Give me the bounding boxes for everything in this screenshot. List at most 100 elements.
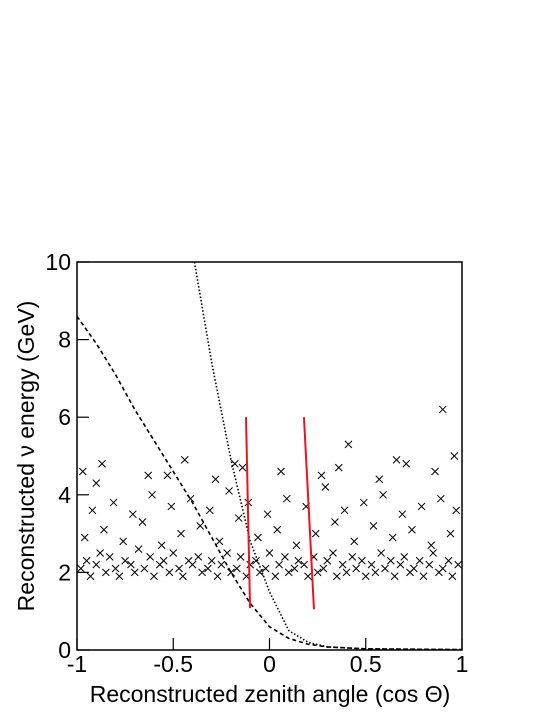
point	[294, 556, 303, 565]
point	[375, 475, 384, 484]
x-tick-label: 0	[263, 651, 276, 677]
point	[350, 537, 359, 546]
point	[361, 572, 370, 581]
point	[134, 545, 143, 553]
point	[254, 533, 262, 542]
point	[138, 518, 147, 526]
point	[165, 568, 174, 577]
point	[388, 533, 397, 542]
point	[313, 568, 322, 577]
point	[86, 572, 95, 581]
point	[80, 533, 89, 542]
point	[246, 560, 255, 569]
point	[92, 479, 101, 488]
point	[111, 564, 120, 573]
point	[358, 556, 366, 565]
point	[425, 560, 434, 569]
point	[188, 560, 197, 569]
point	[207, 556, 216, 565]
point	[144, 471, 153, 480]
point	[317, 471, 326, 480]
point	[127, 560, 135, 569]
point	[448, 572, 457, 581]
y-tick-label: 8	[58, 327, 71, 353]
point	[371, 568, 380, 577]
point	[179, 572, 187, 581]
point	[284, 568, 293, 577]
point	[290, 564, 299, 573]
point	[277, 467, 285, 476]
point	[217, 560, 226, 569]
x-tick-label: -0.5	[153, 651, 193, 677]
x-axis-label: Reconstructed zenith angle (cos Θ)	[90, 681, 451, 707]
point	[130, 568, 139, 577]
x-tick-label: 0.5	[350, 651, 382, 677]
point	[338, 560, 347, 569]
y-tick-label: 0	[58, 637, 71, 663]
point	[121, 556, 129, 565]
point	[396, 560, 405, 569]
point	[398, 510, 407, 519]
point	[82, 556, 91, 565]
x-tick-label: -1	[67, 651, 87, 677]
point	[159, 556, 168, 565]
y-tick-label: 2	[58, 559, 71, 585]
point	[265, 549, 274, 557]
point	[180, 456, 189, 464]
point	[234, 514, 243, 522]
point	[150, 572, 158, 581]
point	[377, 549, 386, 557]
point	[431, 467, 439, 476]
y-tick-label: 4	[58, 482, 71, 508]
curve	[76, 315, 463, 651]
point	[419, 572, 428, 581]
point	[331, 518, 339, 526]
cut-line	[302, 417, 315, 610]
point	[96, 549, 104, 557]
point	[102, 568, 110, 577]
x-tick-label: 1	[456, 651, 469, 677]
point	[119, 537, 128, 546]
point	[323, 556, 332, 565]
point	[438, 564, 447, 573]
point	[282, 494, 291, 503]
point	[352, 564, 360, 573]
point	[148, 490, 156, 499]
point	[348, 553, 357, 561]
point	[402, 459, 411, 468]
point	[319, 564, 328, 573]
point	[261, 564, 270, 573]
point	[198, 568, 206, 577]
point	[215, 537, 224, 546]
point	[196, 521, 205, 530]
point	[236, 553, 245, 561]
point	[76, 564, 85, 573]
point	[204, 564, 212, 573]
point	[232, 564, 241, 573]
point	[100, 525, 108, 534]
point	[333, 572, 341, 581]
point	[140, 564, 149, 573]
point	[271, 572, 280, 581]
point	[109, 498, 118, 507]
point	[223, 549, 232, 557]
point	[340, 506, 349, 515]
point	[175, 564, 183, 573]
point	[369, 521, 378, 530]
point	[359, 498, 368, 507]
point	[410, 564, 418, 573]
point	[367, 560, 376, 569]
point	[454, 560, 463, 569]
point	[238, 463, 247, 472]
point	[334, 463, 343, 472]
point	[344, 440, 353, 449]
y-axis-label: Reconstructed ν energy (GeV)	[13, 301, 39, 612]
point	[194, 553, 203, 561]
point	[263, 510, 272, 519]
point	[292, 541, 301, 550]
point	[427, 541, 436, 550]
point	[390, 572, 399, 581]
point	[408, 525, 416, 534]
y-tick-label: 10	[45, 249, 71, 275]
